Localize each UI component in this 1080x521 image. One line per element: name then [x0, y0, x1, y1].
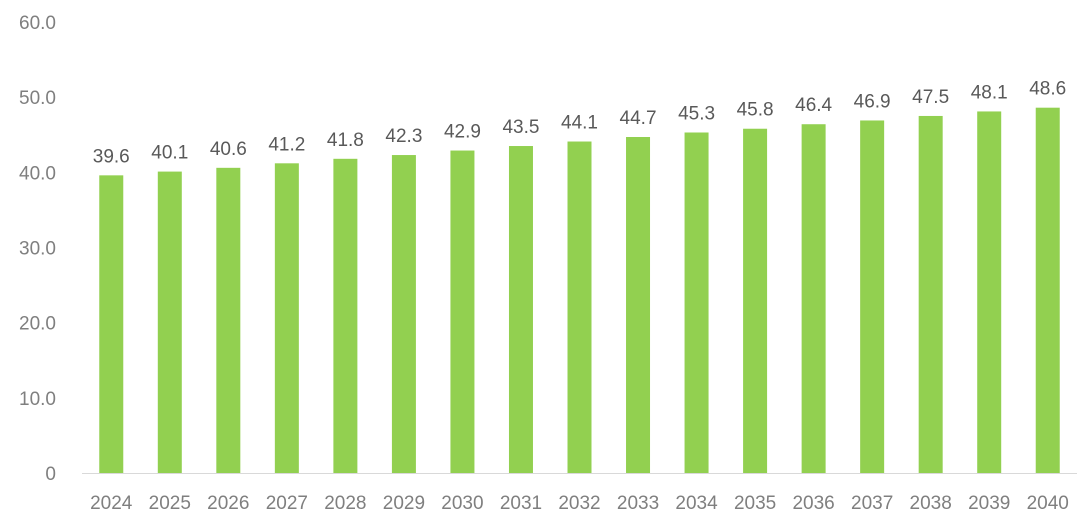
data-label: 39.6	[93, 146, 130, 167]
bar-2037	[860, 120, 885, 474]
x-tick-label: 2029	[383, 493, 425, 514]
data-label: 40.1	[151, 143, 188, 164]
x-tick-label: 2032	[558, 493, 600, 514]
bar-2033	[626, 137, 651, 473]
bar-2028	[333, 158, 358, 473]
y-tick-label: 40.0	[19, 163, 56, 184]
x-tick-label: 2028	[324, 493, 366, 514]
bar-2025	[157, 171, 182, 473]
data-label: 44.7	[620, 108, 657, 129]
bar-2026	[216, 167, 241, 473]
x-tick-label: 2038	[910, 493, 952, 514]
bar-2034	[684, 132, 709, 473]
y-tick-label: 20.0	[19, 314, 56, 335]
x-tick-label: 2026	[207, 493, 249, 514]
x-tick-label: 2027	[266, 493, 308, 514]
data-label: 46.9	[854, 91, 891, 112]
data-label: 48.1	[971, 82, 1008, 103]
x-tick-label: 2037	[851, 493, 893, 514]
data-label: 41.8	[327, 130, 364, 151]
bar-2030	[450, 150, 475, 473]
bar-2032	[567, 141, 592, 473]
bar-2031	[508, 146, 533, 473]
bar-2035	[743, 128, 768, 473]
y-tick-label: 30.0	[19, 239, 56, 260]
x-tick-label: 2040	[1027, 493, 1069, 514]
data-label: 45.8	[737, 100, 774, 121]
x-tick-label: 2036	[792, 493, 834, 514]
x-tick-label: 2033	[617, 493, 659, 514]
y-axis: 0 10.0 20.0 30.0 40.0 50.0 60.0	[19, 13, 56, 485]
bar-2027	[274, 163, 299, 473]
data-label: 40.6	[210, 139, 247, 160]
y-tick-label: 60.0	[19, 13, 56, 34]
bar-2040	[1035, 107, 1060, 473]
x-tick-label: 2031	[500, 493, 542, 514]
bar-2029	[391, 155, 416, 474]
data-label: 42.9	[444, 122, 481, 143]
y-tick-label: 0	[45, 464, 56, 485]
bar-2024	[99, 175, 124, 473]
data-label: 48.6	[1029, 79, 1066, 100]
data-labels-group: 39.6 40.1 40.6 41.2 41.8 42.3 42.9 43.5 44.1 44.7…	[93, 79, 1066, 168]
x-axis: 2024 2025 2026 2027 2028 2029 2030 2031 2032 2033…	[90, 493, 1069, 514]
y-tick-label: 10.0	[19, 389, 56, 410]
bar-2039	[977, 111, 1002, 473]
data-label: 43.5	[502, 117, 539, 138]
x-tick-label: 2034	[675, 493, 718, 514]
bars-group	[99, 107, 1060, 474]
data-label: 46.4	[795, 95, 832, 116]
x-tick-label: 2039	[968, 493, 1010, 514]
x-tick-label: 2035	[734, 493, 776, 514]
data-label: 42.3	[385, 126, 422, 147]
y-tick-label: 50.0	[19, 88, 56, 109]
data-label: 41.2	[268, 134, 305, 155]
x-tick-label: 2030	[441, 493, 483, 514]
x-tick-label: 2025	[149, 493, 191, 514]
data-label: 47.5	[912, 87, 949, 108]
bar-2036	[801, 124, 826, 473]
data-label: 45.3	[678, 103, 715, 124]
bar-2038	[918, 115, 943, 473]
data-label: 44.1	[561, 113, 598, 134]
x-tick-label: 2024	[90, 493, 133, 514]
